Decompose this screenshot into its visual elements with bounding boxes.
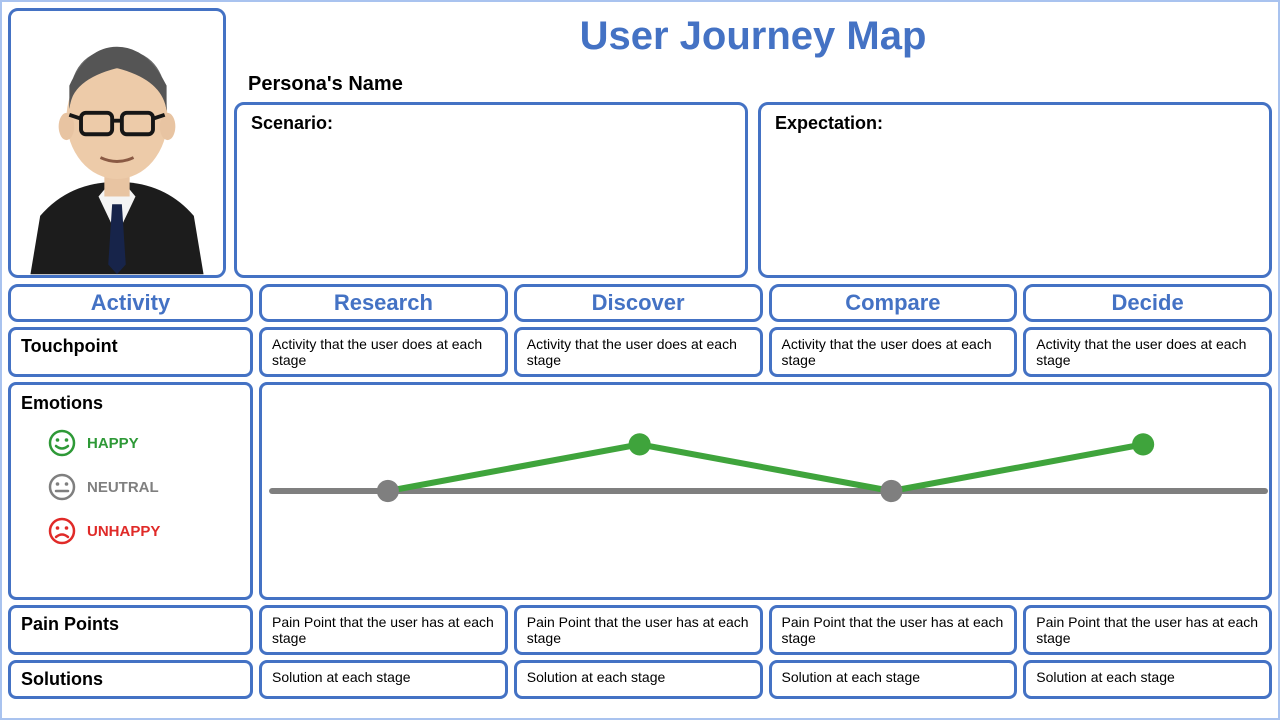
stage-header: Research: [259, 284, 508, 322]
solutions-cell: Solution at each stage: [769, 660, 1018, 699]
happy-face-icon: [47, 428, 77, 458]
stage-header: Decide: [1023, 284, 1272, 322]
solutions-row: Solutions Solution at each stage Solutio…: [8, 660, 1272, 699]
happy-label: HAPPY: [87, 435, 139, 452]
painpoints-cell: Pain Point that the user has at each sta…: [514, 605, 763, 655]
emotions-label: Emotions: [21, 393, 240, 414]
stage-header: Discover: [514, 284, 763, 322]
touchpoint-cell: Activity that the user does at each stag…: [1023, 327, 1272, 377]
touchpoint-cell: Activity that the user does at each stag…: [514, 327, 763, 377]
touchpoint-row: Touchpoint Activity that the user does a…: [8, 327, 1272, 377]
emotions-legend: Emotions HAPPY NEUTRAL: [8, 382, 253, 600]
persona-name-label: Persona's Name: [234, 69, 1272, 102]
unhappy-face-icon: [47, 516, 77, 546]
stage-header: Compare: [769, 284, 1018, 322]
persona-photo: [8, 8, 226, 278]
touchpoint-cell: Activity that the user does at each stag…: [259, 327, 508, 377]
touchpoint-label: Touchpoint: [8, 327, 253, 377]
avatar-icon: [11, 11, 223, 275]
solutions-cell: Solution at each stage: [514, 660, 763, 699]
painpoints-label: Pain Points: [8, 605, 253, 655]
expectation-box: Expectation:: [758, 102, 1272, 278]
solutions-cell: Solution at each stage: [1023, 660, 1272, 699]
unhappy-label: UNHAPPY: [87, 523, 160, 540]
page-title: User Journey Map: [234, 8, 1272, 69]
scenario-box: Scenario:: [234, 102, 748, 278]
painpoints-row: Pain Points Pain Point that the user has…: [8, 605, 1272, 655]
touchpoint-cell: Activity that the user does at each stag…: [769, 327, 1018, 377]
activity-header: Activity: [8, 284, 253, 322]
solutions-label: Solutions: [8, 660, 253, 699]
painpoints-cell: Pain Point that the user has at each sta…: [769, 605, 1018, 655]
neutral-face-icon: [47, 472, 77, 502]
painpoints-cell: Pain Point that the user has at each sta…: [1023, 605, 1272, 655]
painpoints-cell: Pain Point that the user has at each sta…: [259, 605, 508, 655]
stage-header-row: Activity Research Discover Compare Decid…: [8, 284, 1272, 322]
neutral-label: NEUTRAL: [87, 479, 159, 496]
solutions-cell: Solution at each stage: [259, 660, 508, 699]
scenario-label: Scenario:: [251, 113, 731, 134]
emotions-chart: [259, 382, 1272, 600]
expectation-label: Expectation:: [775, 113, 1255, 134]
